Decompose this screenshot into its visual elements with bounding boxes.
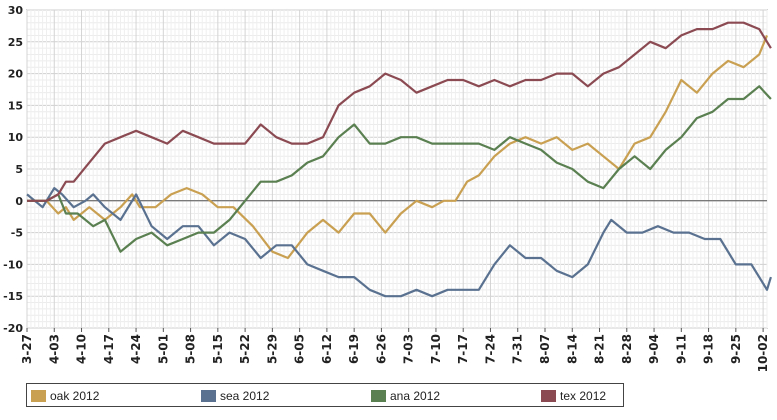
legend-item: ana 2012 [371, 388, 440, 404]
x-tick-label: 5-08 [184, 334, 198, 364]
x-tick-label: 4-17 [102, 334, 116, 364]
legend-item: tex 2012 [541, 388, 606, 404]
y-tick-label: 15 [8, 99, 23, 112]
gridlines [26, 9, 768, 329]
x-tick-label: 4-03 [47, 334, 61, 364]
x-tick-label: 6-19 [347, 334, 361, 364]
legend-swatch [31, 390, 46, 402]
x-tick-label: 3-27 [20, 334, 34, 364]
y-tick-label: 20 [8, 68, 24, 81]
x-tick-label: 6-05 [293, 334, 307, 364]
x-tick-label: 9-04 [647, 334, 661, 364]
legend-label: tex 2012 [560, 389, 607, 403]
x-tick-label: 7-31 [511, 334, 525, 364]
y-tick-label: -5 [11, 227, 23, 240]
x-tick-label: 5-22 [238, 334, 252, 364]
x-tick-label: 4-10 [75, 334, 89, 364]
x-tick-label: 4-24 [129, 334, 143, 364]
legend-label: oak 2012 [50, 389, 100, 403]
x-tick-label: 5-01 [156, 334, 170, 364]
legend-label: sea 2012 [220, 389, 270, 403]
legend-swatch [541, 390, 556, 402]
x-tick-label: 7-24 [483, 334, 497, 364]
x-tick-label: 6-12 [320, 334, 334, 364]
x-tick-label: 9-25 [729, 334, 743, 364]
line-chart: -20 -15 -10 -5 0 5 10 15 20 25 30 3-27 4-03 4-10 4-17… [3, 4, 772, 372]
x-tick-label: 8-14 [565, 334, 579, 364]
legend-item: sea 2012 [201, 388, 269, 404]
series-lines [26, 21, 772, 298]
y-tick-label: 0 [15, 195, 23, 208]
series-line-sea-2012 [26, 187, 772, 298]
x-tick-label: 5-15 [211, 334, 225, 364]
chart-legend: oak 2012 sea 2012 ana 2012 tex 2012 [26, 383, 624, 407]
x-tick-label: 8-07 [538, 334, 552, 364]
x-tick-label: 9-11 [674, 334, 688, 364]
series-line-ana-2012 [27, 85, 772, 253]
x-tick-label: 7-10 [429, 334, 443, 364]
series-line-tex-2012 [27, 21, 772, 202]
y-tick-label: -15 [3, 290, 23, 303]
y-tick-label: 25 [8, 36, 23, 49]
x-tick-label: 9-18 [702, 334, 716, 364]
x-tick-label: 10-02 [756, 334, 770, 372]
legend-swatch [201, 390, 216, 402]
y-tick-label: 5 [15, 163, 23, 176]
x-axis-ticks: 3-27 4-03 4-10 4-17 4-24 5-01 5-08 5-15 5-22 5-29… [20, 328, 770, 372]
x-tick-label: 8-28 [620, 334, 634, 364]
x-tick-label: 7-17 [456, 334, 470, 364]
y-tick-label: 30 [8, 4, 24, 17]
legend-swatch [371, 390, 386, 402]
legend-item: oak 2012 [31, 388, 99, 404]
x-tick-label: 8-21 [593, 334, 607, 364]
x-tick-label: 6-26 [374, 334, 388, 364]
legend-label: ana 2012 [390, 389, 441, 403]
y-tick-label: 10 [8, 131, 24, 144]
y-tick-label: -20 [3, 322, 23, 335]
y-tick-label: -10 [3, 258, 23, 271]
x-tick-label: 5-29 [265, 334, 279, 364]
y-axis-ticks: -20 -15 -10 -5 0 5 10 15 20 25 30 [3, 4, 23, 335]
x-tick-label: 7-03 [402, 334, 416, 364]
